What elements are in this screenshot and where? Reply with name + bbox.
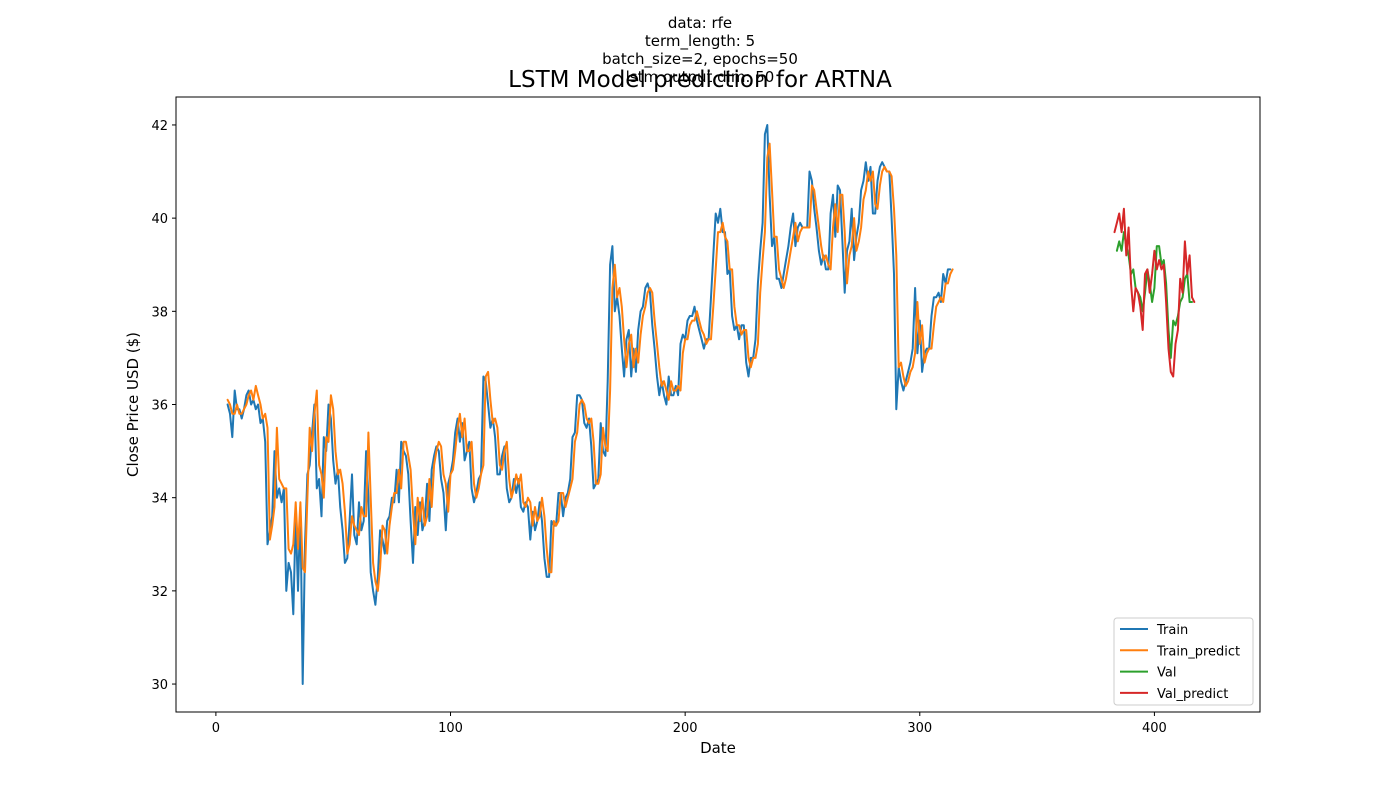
series-line-train bbox=[226, 124, 952, 685]
legend-label: Train_predict bbox=[1156, 644, 1240, 659]
y-tick-label: 38 bbox=[151, 305, 168, 320]
y-tick-label: 40 bbox=[151, 212, 168, 227]
legend: Train Train_predict Val Val_predict bbox=[1113, 617, 1254, 706]
plot-area-frame bbox=[175, 96, 1261, 713]
series-layer bbox=[226, 124, 1196, 685]
y-axis: 30 32 34 36 38 40 42 bbox=[151, 119, 176, 693]
subtitle-line-data: data: rfe bbox=[667, 14, 733, 32]
x-tick-label: 100 bbox=[438, 721, 463, 736]
y-tick-label: 32 bbox=[151, 585, 168, 600]
y-tick-label: 42 bbox=[151, 119, 168, 134]
x-tick-label: 300 bbox=[907, 721, 932, 736]
x-tick-label: 400 bbox=[1142, 721, 1167, 736]
subtitle-line-batch-epochs: batch_size=2, epochs=50 bbox=[602, 50, 798, 68]
legend-label: Val_predict bbox=[1157, 687, 1228, 702]
legend-label: Train bbox=[1156, 623, 1188, 638]
legend-box bbox=[1113, 617, 1254, 706]
y-tick-label: 34 bbox=[151, 492, 168, 507]
series-line-val-predict bbox=[1113, 207, 1196, 378]
subtitle-line-term-length: term_length: 5 bbox=[644, 32, 756, 50]
x-tick-label: 200 bbox=[673, 721, 698, 736]
series-line-train-predict bbox=[226, 142, 954, 592]
y-axis-label: Close Price USD ($) bbox=[124, 332, 142, 477]
y-tick-label: 30 bbox=[151, 678, 168, 693]
legend-label: Val bbox=[1157, 666, 1176, 681]
x-axis: 0 100 200 300 400 bbox=[212, 712, 1167, 736]
y-tick-label: 36 bbox=[151, 399, 168, 414]
subtitle-line-lstm-dim: lstm output dim: 50 bbox=[625, 68, 775, 86]
chart-title: LSTM Model prediction for ARTNA bbox=[508, 67, 892, 93]
x-axis-label: Date bbox=[700, 739, 736, 757]
x-tick-label: 0 bbox=[212, 721, 220, 736]
